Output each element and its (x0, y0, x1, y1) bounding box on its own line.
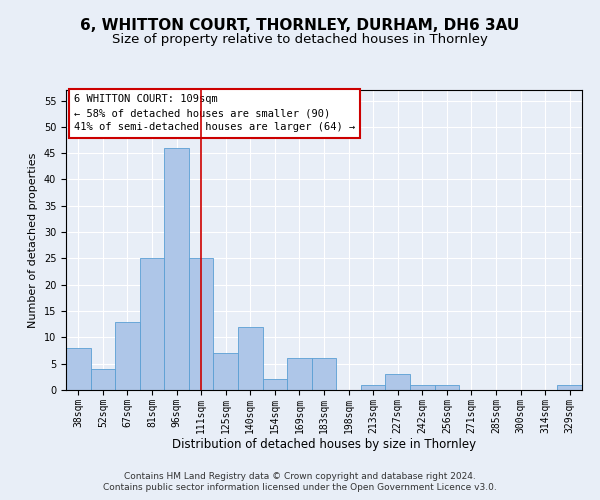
Bar (189, 258, 214, 390)
Text: 6 WHITTON COURT: 109sqm
← 58% of detached houses are smaller (90)
41% of semi-de: 6 WHITTON COURT: 109sqm ← 58% of detache… (74, 94, 355, 132)
Bar (312, 358, 336, 390)
Bar (238, 327, 263, 390)
X-axis label: Distribution of detached houses by size in Thornley: Distribution of detached houses by size … (172, 438, 476, 452)
Text: Size of property relative to detached houses in Thornley: Size of property relative to detached ho… (112, 32, 488, 46)
Bar (164, 148, 189, 390)
Bar (263, 380, 287, 390)
Bar (115, 322, 140, 390)
Bar (140, 258, 164, 390)
Bar (361, 384, 385, 390)
Bar (91, 369, 115, 390)
Bar (66, 348, 91, 390)
Bar (410, 384, 434, 390)
Text: Contains HM Land Registry data © Crown copyright and database right 2024.: Contains HM Land Registry data © Crown c… (124, 472, 476, 481)
Bar (557, 384, 582, 390)
Bar (385, 374, 410, 390)
Text: 6, WHITTON COURT, THORNLEY, DURHAM, DH6 3AU: 6, WHITTON COURT, THORNLEY, DURHAM, DH6 … (80, 18, 520, 32)
Bar (287, 358, 312, 390)
Text: Contains public sector information licensed under the Open Government Licence v3: Contains public sector information licen… (103, 484, 497, 492)
Y-axis label: Number of detached properties: Number of detached properties (28, 152, 38, 328)
Bar (434, 384, 459, 390)
Bar (214, 353, 238, 390)
